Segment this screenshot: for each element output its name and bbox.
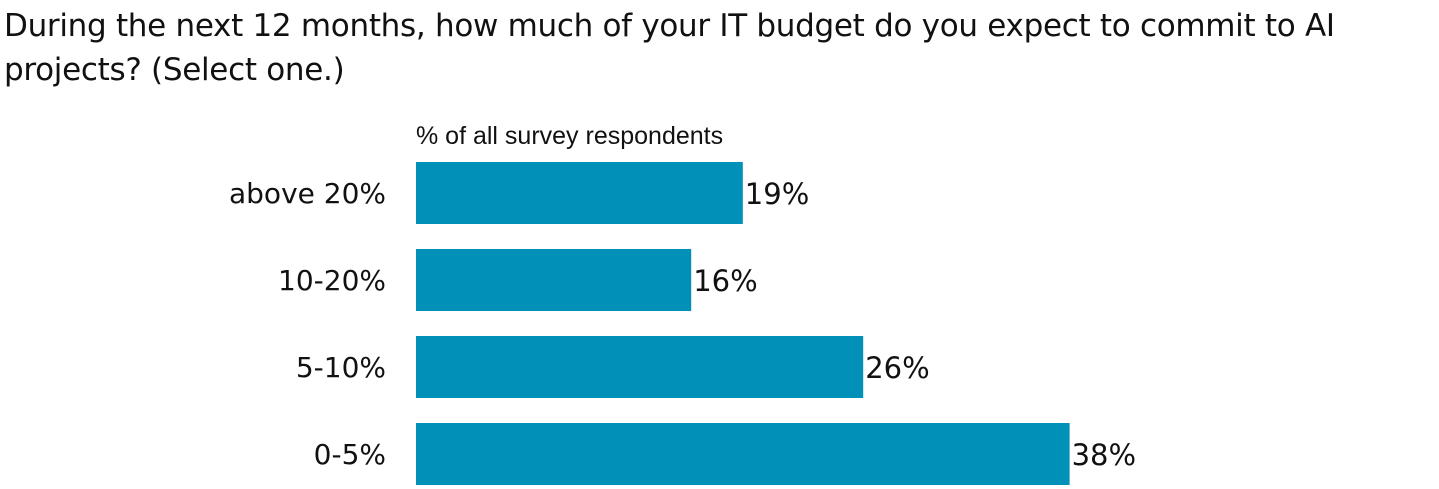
category-label-0: above 20% xyxy=(229,177,386,210)
value-label-3: 38% xyxy=(1072,438,1136,472)
question-title: During the next 12 months, how much of y… xyxy=(4,8,1335,88)
bar-3 xyxy=(416,423,1070,485)
chart-subtitle: % of all survey respondents xyxy=(416,122,723,150)
bar-2 xyxy=(416,336,864,398)
category-label-2: 5-10% xyxy=(296,351,386,384)
bar-0 xyxy=(416,162,743,224)
value-label-0: 19% xyxy=(745,177,809,211)
category-label-3: 0-5% xyxy=(314,438,386,471)
bar-1 xyxy=(416,249,692,311)
value-label-2: 26% xyxy=(865,351,929,385)
bars-layer: above 20% 19% 10-20% 16% 5-10% 26% 0-5% 38% xyxy=(229,162,1136,485)
value-label-1: 16% xyxy=(693,264,757,298)
category-label-1: 10-20% xyxy=(278,264,386,297)
